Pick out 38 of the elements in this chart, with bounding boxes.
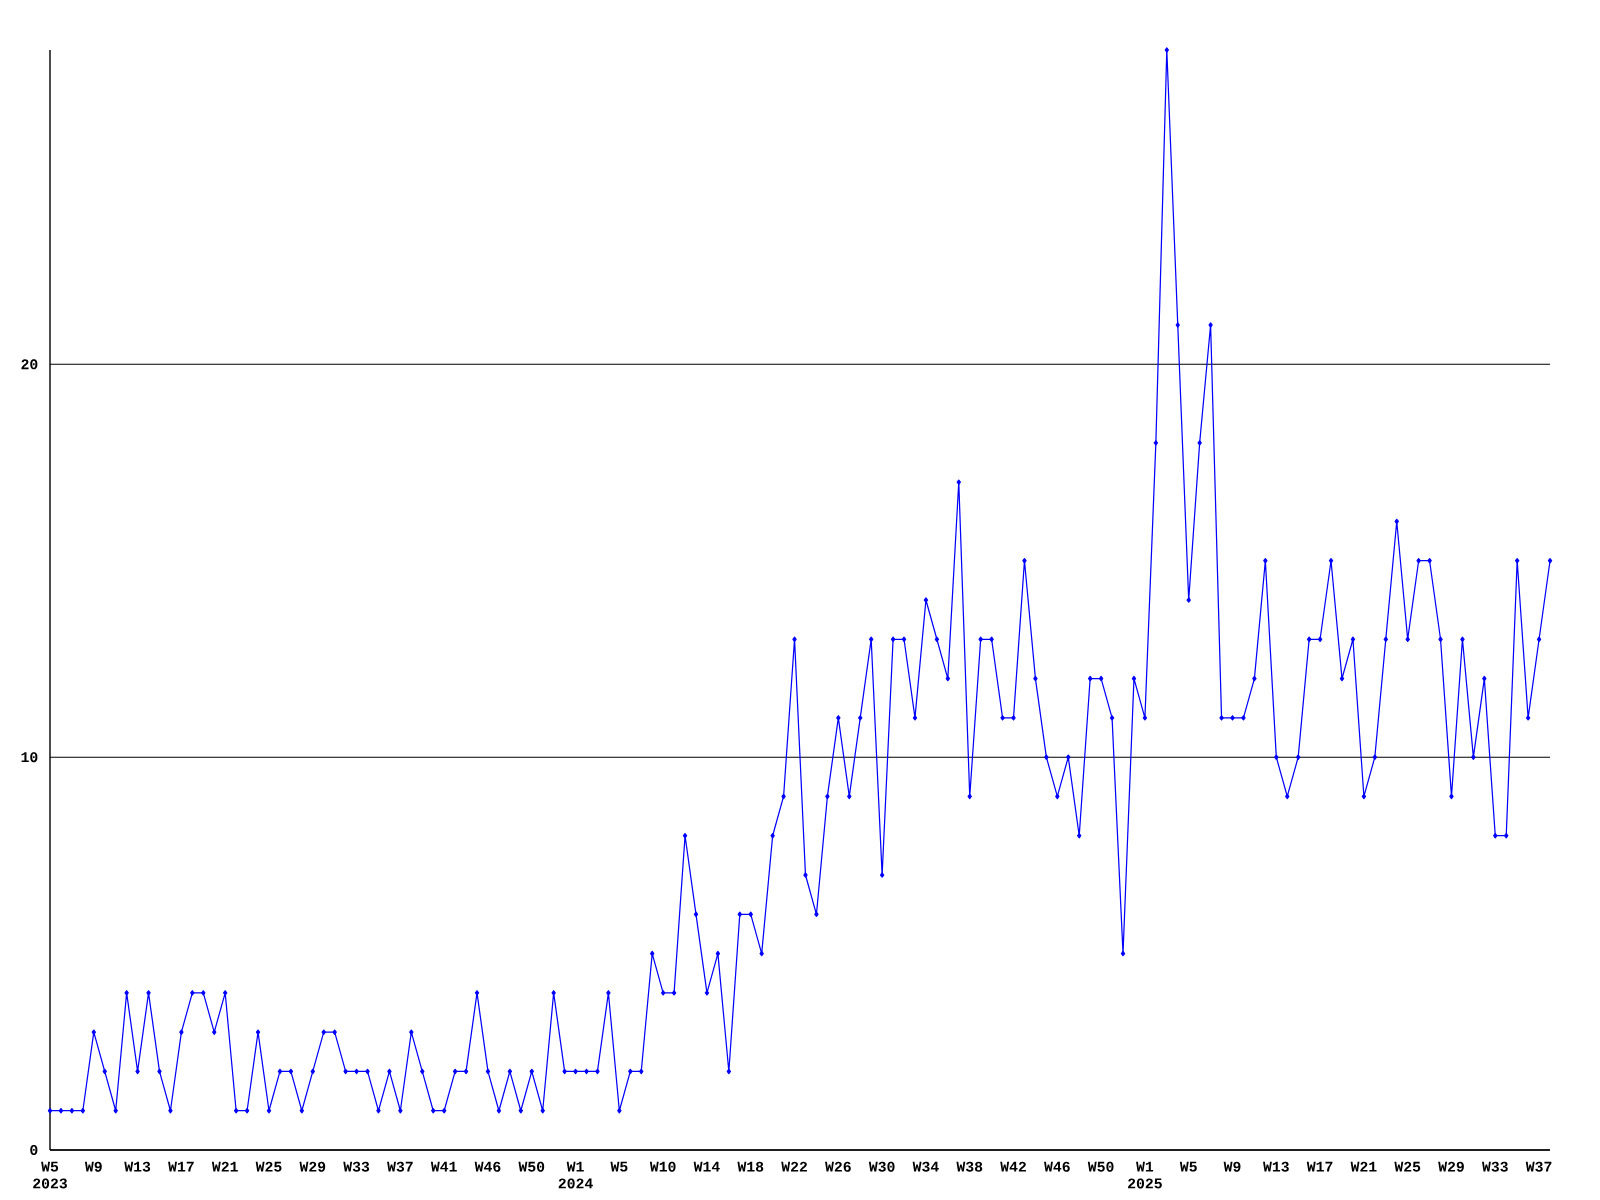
x-tick-label: W5 2023 <box>33 1161 67 1189</box>
x-tick-label: W38 <box>956 1161 983 1172</box>
x-tick-label: W18 <box>737 1161 764 1172</box>
x-tick-label: W22 <box>781 1161 807 1172</box>
x-tick-label: W1 2025 <box>1128 1161 1162 1189</box>
x-tick-label: W13 <box>1263 1161 1289 1172</box>
x-tick-label: W5 <box>1179 1161 1197 1172</box>
x-tick-label: W42 <box>1000 1161 1026 1172</box>
x-tick-label: W25 <box>255 1161 282 1172</box>
x-tick-label: W37 <box>1525 1161 1552 1172</box>
x-tick-label: W29 <box>299 1161 326 1172</box>
x-tick-label: W17 <box>168 1161 194 1172</box>
y-tick-label: 20 <box>21 359 38 370</box>
x-tick-label: W9 <box>1223 1161 1241 1172</box>
x-tick-label: W46 <box>474 1161 501 1172</box>
x-tick-label: W21 <box>1350 1161 1377 1172</box>
x-tick-label: W41 <box>430 1161 457 1172</box>
x-tick-label: W9 <box>84 1161 102 1172</box>
x-tick-label: W14 <box>693 1161 720 1172</box>
x-tick-label: W21 <box>211 1161 238 1172</box>
x-tick-label: W33 <box>1481 1161 1508 1172</box>
x-tick-label: W10 <box>649 1161 676 1172</box>
x-tick-label: W46 <box>1044 1161 1070 1172</box>
x-tick-label: W37 <box>387 1161 413 1172</box>
x-tick-label: W25 <box>1394 1161 1421 1172</box>
x-tick-label: W5 <box>610 1161 628 1172</box>
x-tick-label: W33 <box>343 1161 370 1172</box>
y-tick-label: 10 <box>21 752 38 763</box>
x-tick-label: W50 <box>1087 1161 1114 1172</box>
x-tick-label: W50 <box>518 1161 545 1172</box>
x-tick-label: W26 <box>825 1161 851 1172</box>
x-tick-label: W1 2024 <box>558 1161 593 1189</box>
x-tick-label: W29 <box>1438 1161 1464 1172</box>
x-tick-label: W17 <box>1306 1161 1333 1172</box>
x-tick-label: W13 <box>124 1161 151 1172</box>
x-tick-label: W34 <box>912 1161 939 1172</box>
y-tick-label: 0 <box>30 1145 38 1156</box>
x-tick-label: W30 <box>868 1161 895 1172</box>
